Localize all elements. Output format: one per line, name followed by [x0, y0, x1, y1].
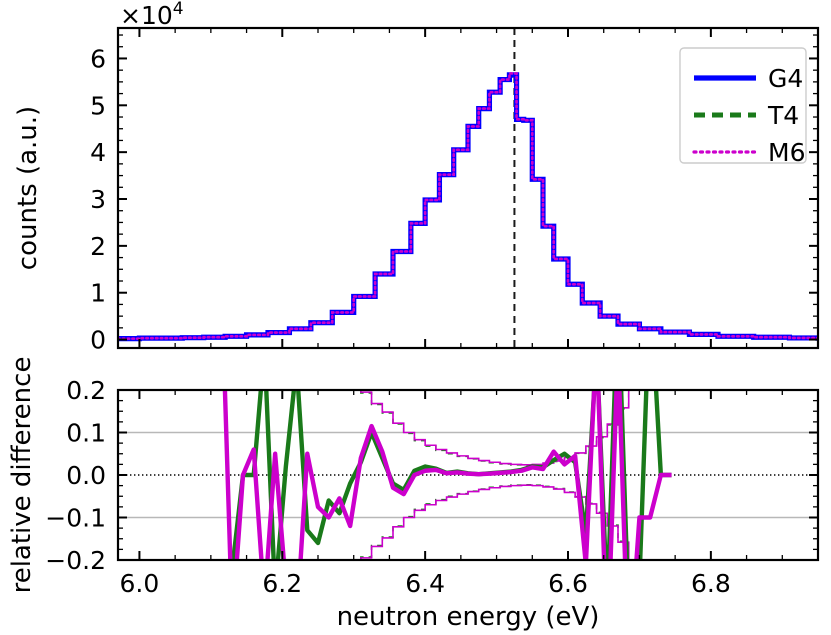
x-tick-label: 6.0 — [120, 569, 160, 598]
legend-label-m6: M6 — [768, 138, 805, 167]
y-tick-label: 4 — [90, 138, 106, 167]
y-tick-label: 0.1 — [66, 419, 106, 448]
y-tick-label: 0.0 — [66, 461, 106, 490]
y-tick-label: 3 — [90, 185, 106, 214]
y-tick-label: 6 — [90, 44, 106, 73]
x-tick-label: 6.6 — [548, 569, 588, 598]
legend-label-g4: G4 — [768, 64, 803, 93]
y-tick-label: −0.2 — [45, 546, 106, 575]
legend-label-t4: T4 — [767, 101, 799, 130]
x-tick-label: 6.8 — [691, 569, 731, 598]
x-tick-label: 6.2 — [262, 569, 302, 598]
y-tick-label: 5 — [90, 91, 106, 120]
legend: G4 T4 M6 — [680, 48, 806, 167]
y-tick-label: 0.2 — [66, 376, 106, 405]
residual-y-axis-label: relative difference — [7, 357, 37, 594]
y-tick-label: −0.1 — [45, 504, 106, 533]
counts-y-axis-label: counts (a.u.) — [13, 106, 43, 270]
x-axis-label: neutron energy (eV) — [337, 602, 600, 632]
figure-canvas: 0123456 ×104 counts (a.u.) G4T4M6 6.06.2… — [0, 0, 831, 635]
y-tick-label: 2 — [90, 232, 106, 261]
neutron-resonance-plot: 0123456 ×104 counts (a.u.) G4T4M6 6.06.2… — [0, 0, 831, 635]
x-tick-label: 6.4 — [405, 569, 445, 598]
y-tick-label: 1 — [90, 279, 106, 308]
y-tick-label: 0 — [90, 326, 106, 355]
